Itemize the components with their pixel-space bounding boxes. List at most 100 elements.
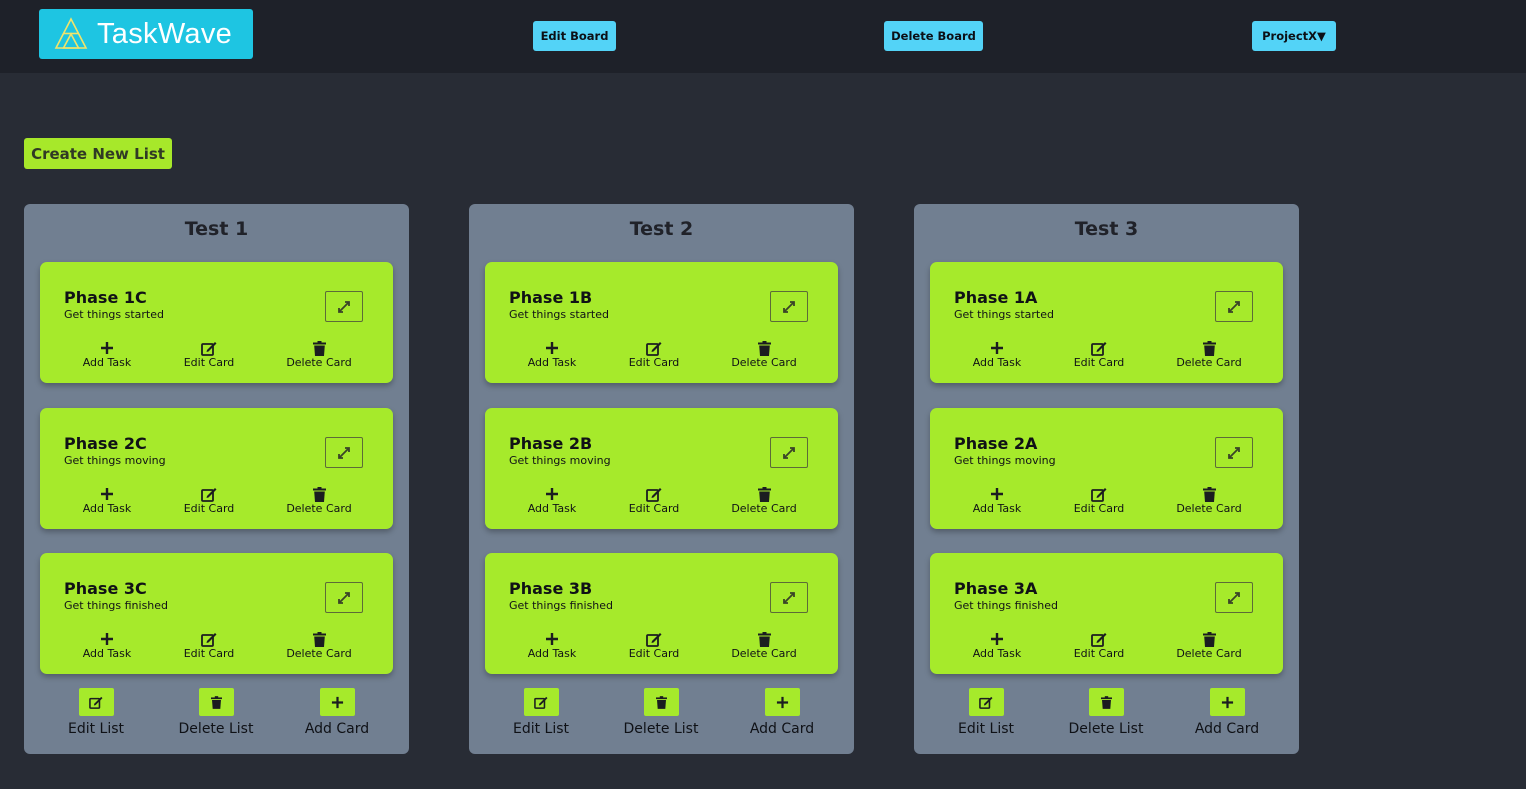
trash-icon — [1202, 631, 1216, 647]
card: Phase 2A Get things moving Add Task Edit… — [930, 408, 1283, 529]
add-card-label: Add Card — [304, 721, 370, 737]
edit-icon — [534, 696, 548, 709]
edit-icon — [1091, 632, 1107, 647]
project-selector-dropdown[interactable]: ProjectX▼ — [1252, 21, 1336, 51]
add-task-button[interactable]: Add Task — [62, 340, 152, 369]
add-card-button[interactable] — [1209, 688, 1245, 716]
delete-card-label: Delete Card — [286, 647, 352, 660]
delete-card-button[interactable]: Delete Card — [274, 631, 364, 660]
add-card-button[interactable] — [764, 688, 800, 716]
add-task-button[interactable]: Add Task — [952, 631, 1042, 660]
edit-list-button[interactable] — [78, 688, 114, 716]
trash-icon — [1202, 340, 1216, 356]
expand-icon — [1228, 446, 1240, 459]
add-task-button[interactable]: Add Task — [952, 486, 1042, 515]
add-task-button[interactable]: Add Task — [507, 631, 597, 660]
edit-list-button[interactable] — [968, 688, 1004, 716]
edit-card-label: Edit Card — [628, 502, 680, 515]
add-card-button[interactable] — [319, 688, 355, 716]
edit-icon — [89, 696, 103, 709]
expand-card-button[interactable] — [770, 291, 808, 322]
add-task-button[interactable]: Add Task — [62, 486, 152, 515]
create-new-list-button[interactable]: Create New List — [24, 138, 172, 169]
edit-list-action: Edit List — [931, 688, 1041, 737]
add-card-label: Add Card — [749, 721, 815, 737]
expand-card-button[interactable] — [770, 582, 808, 613]
edit-list-label: Edit List — [67, 721, 125, 737]
delete-list-button[interactable] — [643, 688, 679, 716]
delete-card-button[interactable]: Delete Card — [719, 631, 809, 660]
list-title: Test 1 — [184, 218, 249, 240]
edit-card-button[interactable]: Edit Card — [1054, 340, 1144, 369]
plus-icon — [776, 696, 788, 708]
edit-card-label: Edit Card — [183, 356, 235, 369]
edit-icon — [646, 341, 662, 356]
edit-icon — [1091, 341, 1107, 356]
edit-card-button[interactable]: Edit Card — [609, 486, 699, 515]
expand-icon — [1228, 591, 1240, 604]
add-task-label: Add Task — [972, 356, 1022, 369]
expand-card-button[interactable] — [1215, 437, 1253, 468]
delete-list-button[interactable] — [1088, 688, 1124, 716]
card-title: Phase 2B — [509, 434, 593, 453]
edit-card-button[interactable]: Edit Card — [1054, 486, 1144, 515]
delete-card-button[interactable]: Delete Card — [719, 486, 809, 515]
delete-card-button[interactable]: Delete Card — [274, 486, 364, 515]
trash-icon — [1202, 486, 1216, 502]
expand-card-button[interactable] — [1215, 582, 1253, 613]
delete-card-button[interactable]: Delete Card — [1164, 631, 1254, 660]
edit-card-button[interactable]: Edit Card — [609, 340, 699, 369]
delete-list-label: Delete List — [623, 721, 699, 737]
edit-card-button[interactable]: Edit Card — [1054, 631, 1144, 660]
delete-card-button[interactable]: Delete Card — [274, 340, 364, 369]
edit-card-button[interactable]: Edit Card — [164, 486, 254, 515]
trash-icon — [1100, 695, 1112, 709]
edit-icon — [646, 632, 662, 647]
card-title: Phase 3B — [509, 579, 593, 598]
edit-card-label: Edit Card — [628, 647, 680, 660]
plus-icon — [101, 633, 113, 645]
edit-card-button[interactable]: Edit Card — [609, 631, 699, 660]
card-title: Phase 2A — [954, 434, 1038, 453]
expand-card-button[interactable] — [325, 291, 363, 322]
card: Phase 1C Get things started Add Task Edi… — [40, 262, 393, 383]
taskwave-logo[interactable]: TaskWave — [39, 9, 253, 59]
edit-board-button[interactable]: Edit Board — [533, 21, 616, 51]
list-column: Test 1 Phase 1C Get things started Add T… — [24, 204, 409, 754]
trash-icon — [210, 695, 222, 709]
card-subtitle: Get things moving — [954, 454, 1056, 467]
add-task-button[interactable]: Add Task — [507, 340, 597, 369]
add-task-button[interactable]: Add Task — [952, 340, 1042, 369]
expand-icon — [338, 591, 350, 604]
delete-card-button[interactable]: Delete Card — [1164, 340, 1254, 369]
expand-card-button[interactable] — [1215, 291, 1253, 322]
delete-card-button[interactable]: Delete Card — [1164, 486, 1254, 515]
plus-icon — [991, 342, 1003, 354]
plus-icon — [991, 633, 1003, 645]
list-title: Test 3 — [1074, 218, 1139, 240]
delete-list-button[interactable] — [198, 688, 234, 716]
card-title: Phase 1C — [64, 288, 147, 307]
delete-card-button[interactable]: Delete Card — [719, 340, 809, 369]
top-header: TaskWave Edit Board Delete Board Project… — [0, 0, 1526, 73]
delete-list-action: Delete List — [1051, 688, 1161, 737]
expand-card-button[interactable] — [325, 437, 363, 468]
add-task-button[interactable]: Add Task — [62, 631, 152, 660]
edit-icon — [201, 632, 217, 647]
edit-card-button[interactable]: Edit Card — [164, 340, 254, 369]
delete-list-label: Delete List — [178, 721, 254, 737]
add-task-button[interactable]: Add Task — [507, 486, 597, 515]
expand-card-button[interactable] — [770, 437, 808, 468]
edit-list-button[interactable] — [523, 688, 559, 716]
list-column: Test 2 Phase 1B Get things started Add T… — [469, 204, 854, 754]
trash-icon — [312, 486, 326, 502]
expand-icon — [338, 300, 350, 313]
expand-card-button[interactable] — [325, 582, 363, 613]
delete-board-button[interactable]: Delete Board — [884, 21, 983, 51]
edit-list-action: Edit List — [41, 688, 151, 737]
plus-icon — [546, 342, 558, 354]
card: Phase 3A Get things finished Add Task Ed… — [930, 553, 1283, 674]
add-task-label: Add Task — [527, 502, 577, 515]
trash-icon — [757, 631, 771, 647]
edit-card-button[interactable]: Edit Card — [164, 631, 254, 660]
